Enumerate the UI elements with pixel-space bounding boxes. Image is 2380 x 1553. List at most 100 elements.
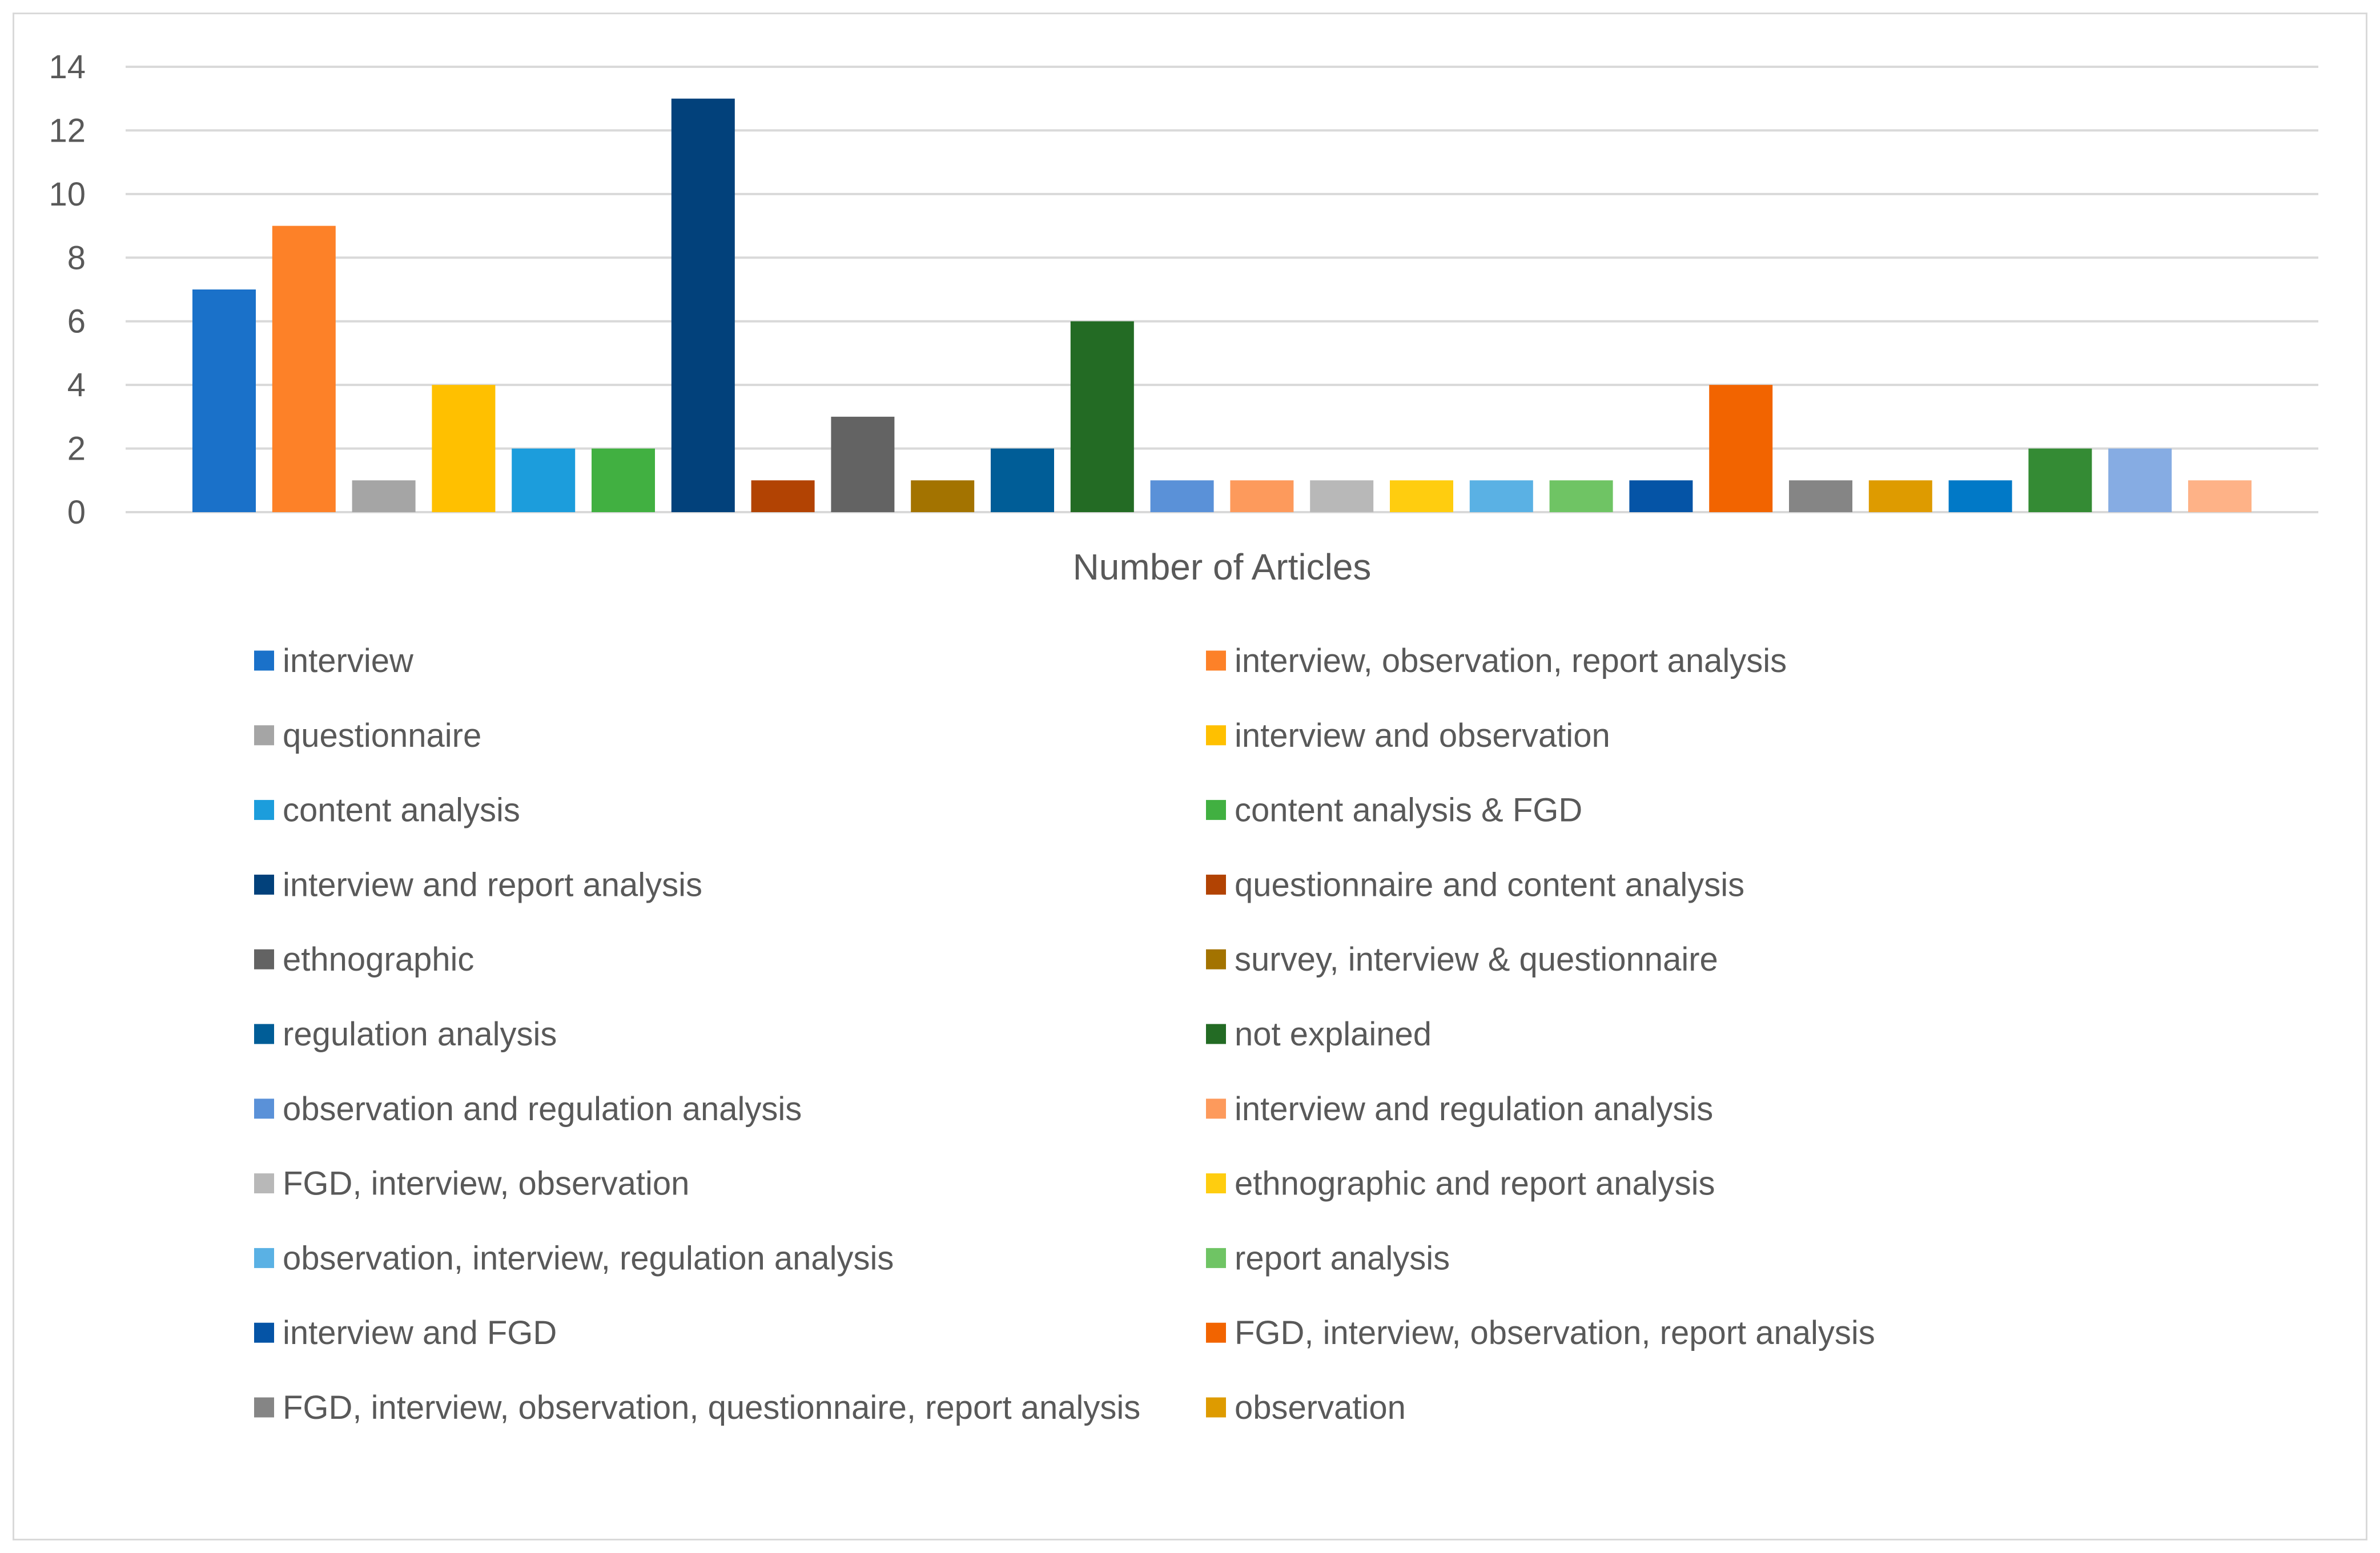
legend-item: FGD, interview, observation, report anal…: [1206, 1314, 1875, 1351]
bar-10: [911, 480, 975, 512]
legend-label: report analysis: [1235, 1240, 1450, 1277]
bar-21: [1789, 480, 1852, 512]
legend-item: interview and observation: [1206, 717, 1610, 754]
legend-item: regulation analysis: [254, 1016, 557, 1053]
legend-item: interview, observation, report analysis: [1206, 642, 1787, 679]
bars: [192, 98, 2252, 512]
legend-swatch: [254, 1173, 274, 1194]
legend-label: interview and observation: [1235, 717, 1610, 754]
bar-3: [352, 480, 416, 512]
legend-label: questionnaire and content analysis: [1235, 866, 1744, 903]
bar-2: [272, 226, 336, 512]
legend-label: ethnographic and report analysis: [1235, 1165, 1715, 1202]
legend-swatch: [254, 1248, 274, 1268]
chart-frame: [13, 13, 2367, 1540]
bar-6: [592, 448, 655, 512]
legend-swatch: [254, 800, 274, 820]
legend-label: content analysis & FGD: [1235, 792, 1582, 829]
legend-label: observation and regulation analysis: [283, 1091, 802, 1128]
legend-item: questionnaire and content analysis: [1206, 866, 1744, 903]
legend-swatch: [1206, 1248, 1226, 1268]
bar-13: [1150, 480, 1214, 512]
y-tick-label: 10: [49, 176, 86, 213]
legend-swatch: [1206, 1099, 1226, 1119]
legend-swatch: [254, 650, 274, 671]
legend-item: not explained: [1206, 1016, 1432, 1053]
legend-item: ethnographic: [254, 941, 474, 978]
legend-label: ethnographic: [283, 941, 474, 978]
legend-item: observation and regulation analysis: [254, 1091, 802, 1128]
legend-swatch: [1206, 874, 1226, 895]
bar-17: [1469, 480, 1533, 512]
legend-swatch: [254, 874, 274, 895]
legend-label: interview and report analysis: [283, 866, 702, 903]
legend-swatch: [1206, 1322, 1226, 1343]
legend-swatch: [1206, 800, 1226, 820]
legend-swatch: [1206, 1173, 1226, 1194]
legend-swatch: [254, 1322, 274, 1343]
legend-item: report analysis: [1206, 1240, 1450, 1277]
bar-18: [1549, 480, 1613, 512]
bar-22: [1868, 480, 1932, 512]
legend-swatch: [254, 1024, 274, 1044]
legend-item: FGD, interview, observation, questionnai…: [254, 1389, 1140, 1426]
legend-item: interview: [254, 642, 414, 679]
legend-swatch: [254, 725, 274, 746]
legend-item: ethnographic and report analysis: [1206, 1165, 1715, 1202]
legend-label: survey, interview & questionnaire: [1235, 941, 1718, 978]
y-axis-ticks: 0 2 4 6 8 10 12 14: [49, 49, 86, 531]
y-tick-label: 12: [49, 112, 86, 149]
bar-9: [831, 416, 895, 512]
legend-label: observation: [1235, 1389, 1406, 1426]
legend-label: FGD, interview, observation, report anal…: [1235, 1314, 1875, 1351]
y-tick-label: 14: [49, 49, 86, 86]
y-tick-label: 2: [67, 431, 86, 468]
legend-swatch: [254, 1397, 274, 1418]
legend-swatch: [254, 1099, 274, 1119]
legend-item: FGD, interview, observation: [254, 1165, 689, 1202]
legend-label: questionnaire: [283, 717, 481, 754]
legend-label: interview and FGD: [283, 1314, 557, 1351]
bar-5: [512, 448, 576, 512]
bar-4: [432, 385, 496, 512]
legend-swatch: [1206, 1397, 1226, 1418]
bar-7: [671, 98, 735, 512]
bar-26: [2188, 480, 2252, 512]
legend-label: interview, observation, report analysis: [1235, 642, 1787, 679]
legend-item: survey, interview & questionnaire: [1206, 941, 1718, 978]
bar-19: [1629, 480, 1693, 512]
bar-20: [1709, 385, 1773, 512]
legend-label: interview: [283, 642, 414, 679]
bar-15: [1310, 480, 1374, 512]
legend-swatch: [1206, 650, 1226, 671]
legend-swatch: [1206, 1024, 1226, 1044]
bar-14: [1230, 480, 1294, 512]
bar-11: [991, 448, 1054, 512]
legend: interview interview, observation, report …: [254, 642, 1875, 1426]
y-tick-label: 0: [67, 494, 86, 531]
legend-label: observation, interview, regulation analy…: [283, 1240, 894, 1277]
x-axis-title: Number of Articles: [1073, 546, 1372, 588]
legend-item: observation: [1206, 1389, 1406, 1426]
bar-25: [2108, 448, 2172, 512]
y-tick-label: 6: [67, 303, 86, 340]
legend-item: questionnaire: [254, 717, 481, 754]
bar-1: [192, 289, 256, 512]
y-tick-label: 8: [67, 239, 86, 276]
legend-item: observation, interview, regulation analy…: [254, 1240, 894, 1277]
legend-swatch: [1206, 725, 1226, 746]
legend-label: FGD, interview, observation, questionnai…: [283, 1389, 1140, 1426]
legend-item: content analysis: [254, 792, 520, 829]
legend-swatch: [254, 949, 274, 969]
legend-label: interview and regulation analysis: [1235, 1091, 1713, 1128]
legend-label: regulation analysis: [283, 1016, 557, 1053]
legend-label: content analysis: [283, 792, 520, 829]
bar-23: [1948, 480, 2012, 512]
legend-item: interview and report analysis: [254, 866, 702, 903]
legend-label: FGD, interview, observation: [283, 1165, 689, 1202]
legend-item: interview and regulation analysis: [1206, 1091, 1713, 1128]
legend-swatch: [1206, 949, 1226, 969]
y-tick-label: 4: [67, 367, 86, 404]
bar-12: [1070, 321, 1134, 512]
